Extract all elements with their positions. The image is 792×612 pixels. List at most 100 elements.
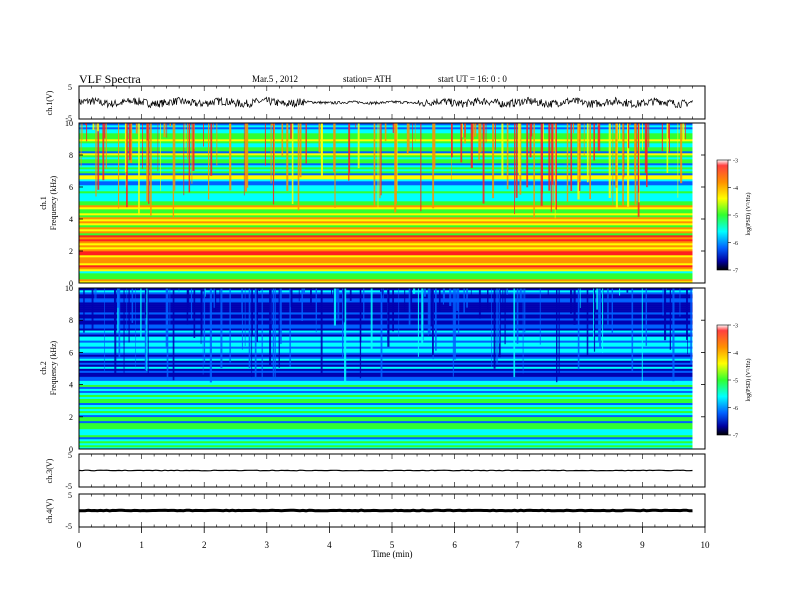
- spectrogram-band-row: [79, 336, 693, 339]
- spectrogram-burst: [144, 288, 147, 371]
- spectrogram-band-row: [79, 426, 693, 430]
- spectrogram-burst: [303, 288, 305, 294]
- spectrogram-band-row: [79, 394, 693, 397]
- spectrogram-burst: [593, 123, 595, 161]
- spectrogram-burst: [548, 123, 551, 191]
- spectrogram-burst: [95, 123, 97, 197]
- spectrogram-burst: [618, 123, 621, 141]
- spectrogram-burst: [264, 123, 266, 166]
- spectrogram-burst: [672, 288, 675, 382]
- spectrogram-burst: [578, 123, 581, 183]
- spectrogram-burst: [491, 288, 492, 367]
- spectrogram-burst: [117, 288, 119, 333]
- colorbar-tick-label: -6: [733, 406, 738, 412]
- spectrogram-burst: [526, 123, 529, 188]
- colorbar-ch2: -3 -4 -5 -6 -7 log(PSD) (V²/Hz): [716, 324, 752, 440]
- spectrogram-burst: [373, 123, 376, 206]
- spectrogram-burst: [460, 123, 463, 163]
- spectrogram-burst: [220, 288, 223, 369]
- spectrogram-burst: [494, 123, 496, 150]
- ch2-spectrogram-frame: [78, 287, 706, 450]
- spectrogram-band-row: [79, 300, 693, 303]
- spectrogram-burst: [398, 288, 400, 337]
- spectrogram-band-row: [79, 147, 693, 150]
- ch1-spectrogram-panel: 0 2 4 6 8 10 ch.1 Frequency (kHz): [39, 119, 706, 288]
- spectrogram-band-row: [79, 197, 693, 200]
- ch1-ylabel: ch.1(V): [45, 90, 54, 115]
- spectrogram-burst: [349, 123, 351, 173]
- spectrogram-burst: [645, 288, 647, 346]
- spectrogram-burst: [131, 288, 134, 323]
- y-tick-label: 2: [69, 413, 73, 422]
- spectrogram-burst: [608, 123, 611, 198]
- spectrogram-band-row: [79, 362, 693, 365]
- spectrogram-band-row: [79, 205, 693, 208]
- spectrogram-band-row: [79, 185, 693, 188]
- spectrogram-burst: [117, 288, 119, 308]
- colorbar-tick-label: -7: [733, 269, 738, 275]
- ch1-spectrogram-image: [79, 123, 693, 284]
- spectrogram-burst: [408, 123, 410, 152]
- spectrogram-band-row: [79, 145, 693, 148]
- spectrogram-burst: [612, 123, 614, 206]
- spectrogram-burst: [556, 288, 558, 383]
- spectrogram-burst: [80, 123, 82, 167]
- spectrogram-band-row: [79, 320, 693, 323]
- colorbar-tick-label: -4: [733, 186, 738, 192]
- spectrogram-burst: [642, 123, 643, 150]
- spectrogram-band-row: [79, 322, 693, 325]
- spectrogram-burst: [412, 123, 413, 151]
- spectrogram-band-row: [79, 229, 693, 232]
- figure-title: VLF Spectra: [79, 72, 141, 86]
- spectrogram-band-row: [79, 163, 693, 166]
- spectrogram-band-row: [79, 340, 693, 343]
- spectrogram-burst: [410, 288, 413, 310]
- spectrogram-burst: [677, 123, 679, 198]
- spectrogram-band-row: [79, 225, 693, 228]
- spectrogram-burst: [540, 123, 543, 206]
- spectrogram-burst: [513, 288, 516, 378]
- spectrogram-band-row: [79, 173, 693, 176]
- spectrogram-burst: [94, 288, 96, 299]
- spectrogram-band-row: [79, 167, 693, 170]
- spectrogram-burst: [200, 288, 203, 335]
- spectrogram-band-row: [79, 175, 693, 178]
- spectrogram-band-row: [79, 302, 693, 305]
- spectrogram-burst: [273, 123, 275, 175]
- spectrogram-burst: [680, 123, 683, 184]
- spectrogram-burst: [342, 288, 344, 358]
- spectrogram-band-row: [79, 157, 693, 160]
- spectrogram-burst: [539, 288, 541, 345]
- spectrogram-burst: [598, 123, 601, 151]
- spectrogram-burst: [665, 288, 667, 291]
- spectrogram-burst: [348, 123, 350, 181]
- spectrogram-band-row: [79, 430, 693, 434]
- spectrogram-band-row: [79, 263, 693, 266]
- ch2-spectrogram-panel: 0 2 4 6 8 10 ch.2 Frequency (kHz): [39, 284, 706, 454]
- spectrogram-burst: [286, 123, 289, 191]
- spectrogram-burst: [396, 123, 398, 191]
- spectrogram-burst: [502, 288, 504, 307]
- spectrogram-burst: [522, 288, 524, 374]
- spectrogram-burst: [191, 123, 193, 184]
- spectrogram-burst: [279, 288, 282, 344]
- spectrogram-band-row: [79, 418, 693, 422]
- spectrogram-band-row: [79, 203, 693, 206]
- spectrogram-band-row: [79, 330, 693, 333]
- start-time-label: start UT = 16: 0 : 0: [438, 74, 507, 84]
- spectrogram-burst: [598, 288, 600, 342]
- spectrogram-band-row: [79, 259, 693, 262]
- spectrogram-burst: [256, 288, 258, 342]
- spectrogram-burst: [631, 288, 634, 373]
- spectrogram-burst: [615, 123, 618, 188]
- spectrogram-band-row: [79, 446, 693, 450]
- spectrogram-burst: [492, 123, 495, 199]
- spectrogram-burst: [243, 123, 245, 196]
- spectrogram-band-row: [79, 223, 693, 226]
- spectrogram-burst: [472, 123, 475, 140]
- spectrogram-burst: [95, 288, 97, 302]
- spectrogram-burst: [145, 288, 147, 319]
- spectrogram-band-row: [79, 348, 693, 351]
- spectrogram-band-row: [79, 328, 693, 331]
